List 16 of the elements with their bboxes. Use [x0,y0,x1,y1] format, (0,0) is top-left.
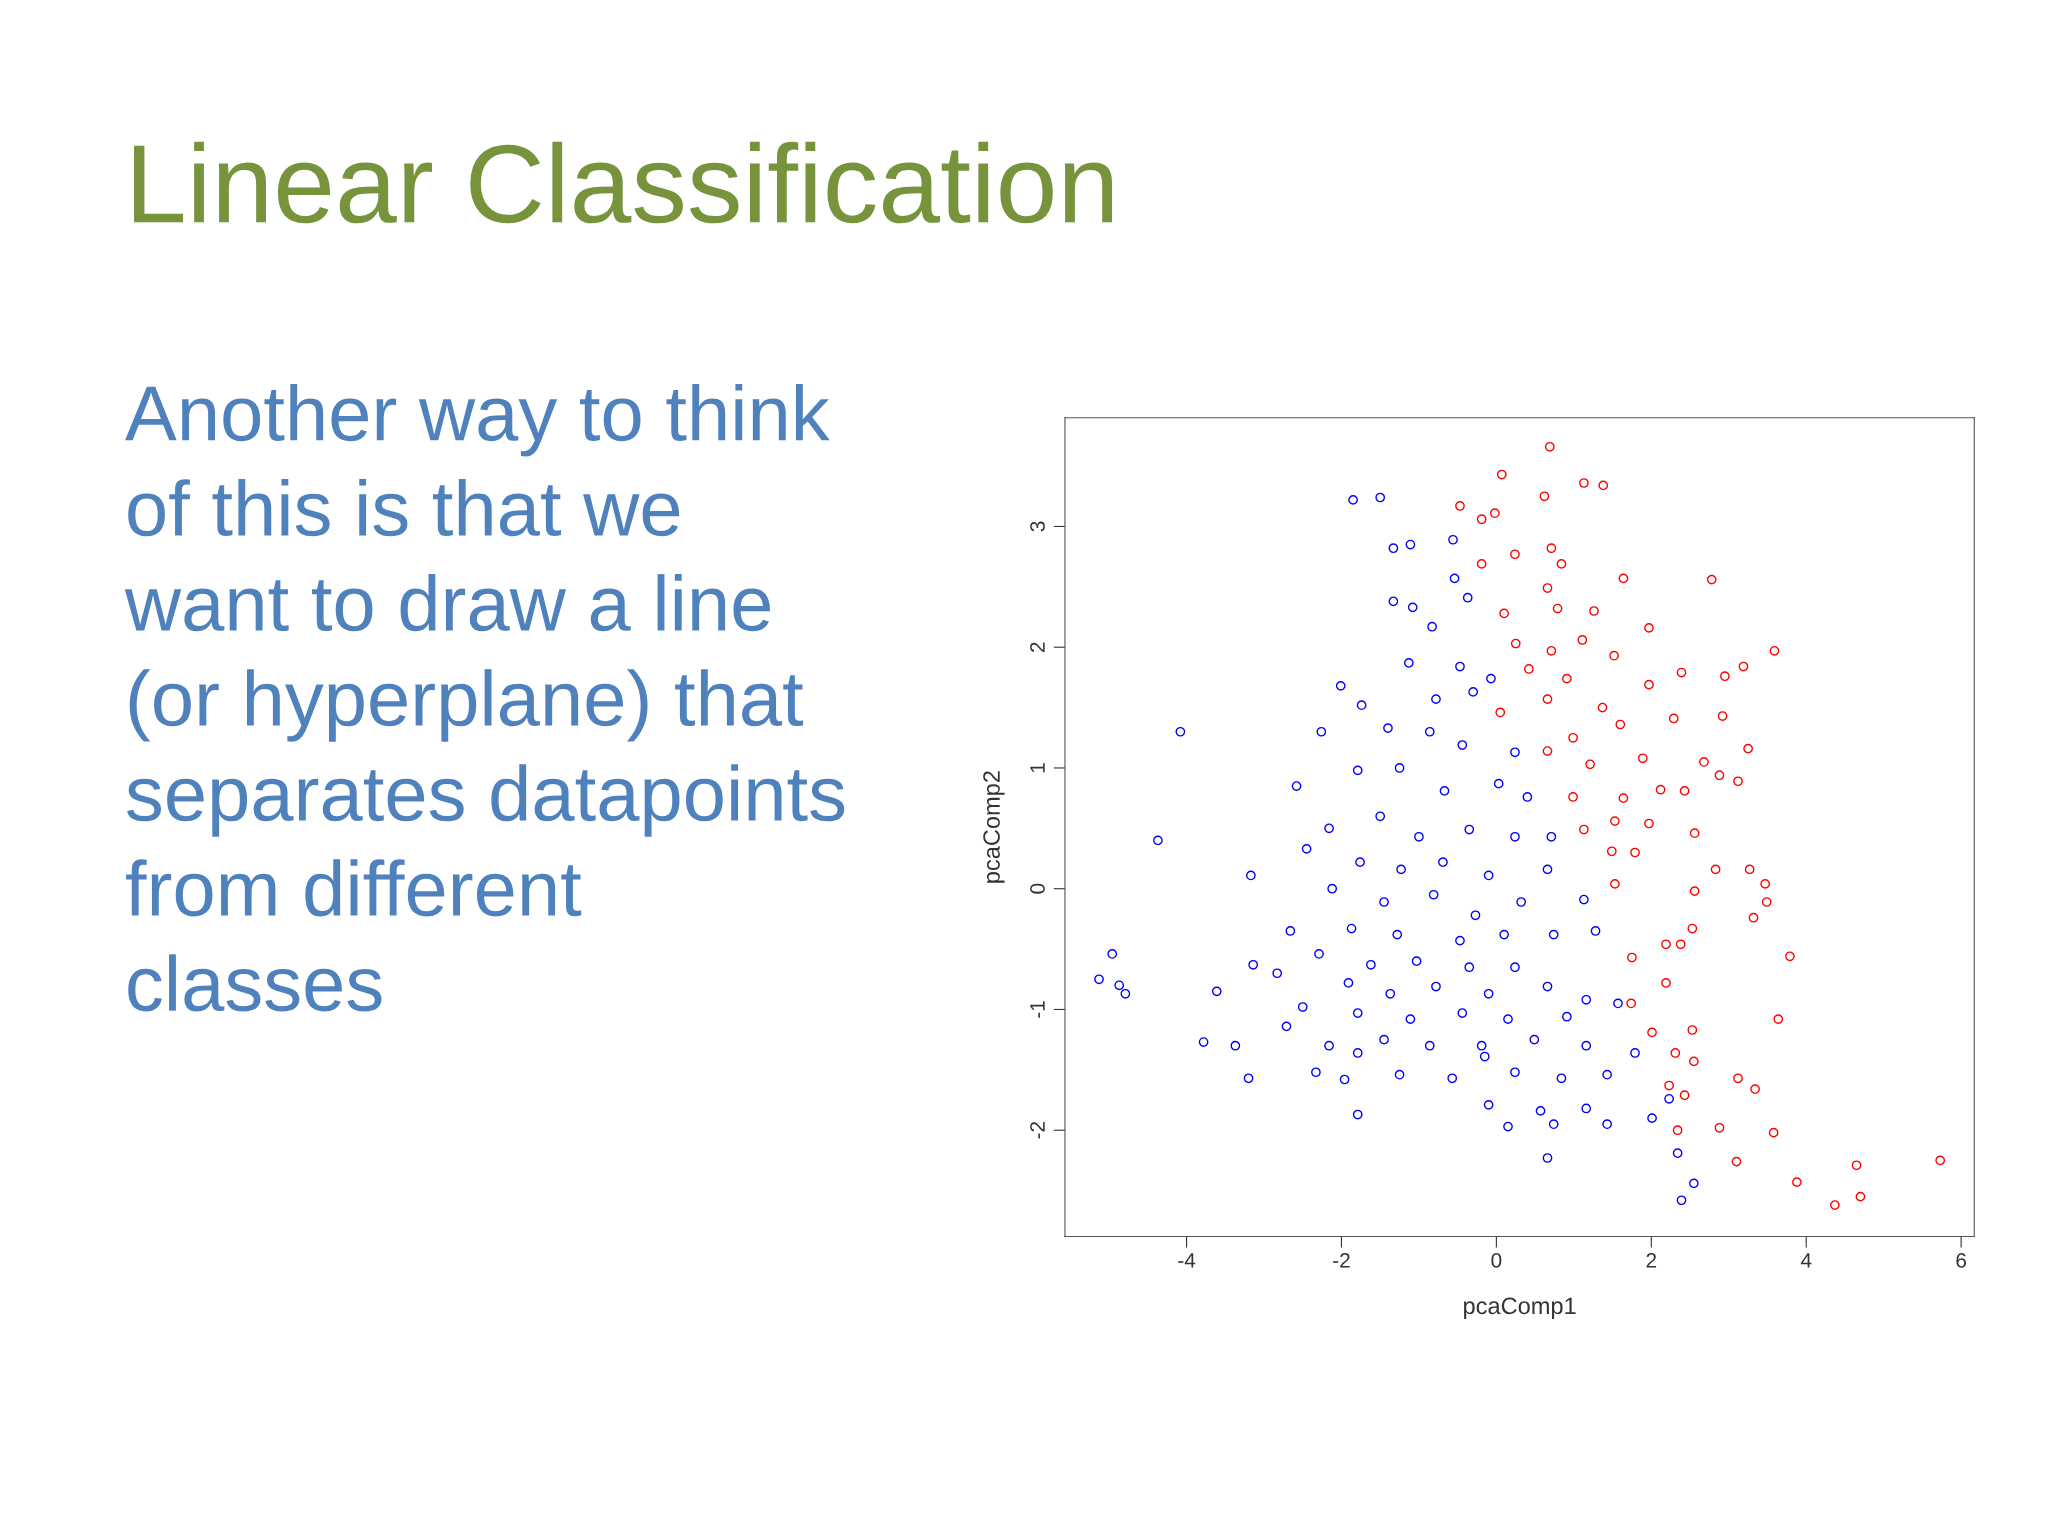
y-tick-label: -1 [1030,1001,1045,1018]
x-tick-label: -2 [1333,1253,1350,1268]
y-tick-label: -2 [1030,1122,1045,1139]
y-tick-label: 2 [1030,642,1045,652]
y-tick-label: 0 [1030,883,1045,894]
x-axis-title: pcaComp1 [1464,1297,1576,1319]
y-tick-label: 1 [1030,763,1045,773]
text: Another way to think of this is that we want to draw a line (or hyperplane) that separates datapoints from different classes [124,384,845,1012]
x-tick-label: 6 [1956,1253,1966,1268]
x-tick-label: 4 [1800,1253,1812,1268]
x-tick-label: -4 [1178,1253,1196,1268]
y-axis-title: pcaComp2 [983,771,1005,883]
x-tick-label: 0 [1491,1253,1502,1268]
x-tick-label: 2 [1646,1253,1657,1268]
chart-title: Linear Classification [134,141,1113,224]
y-tick-label: 3 [1030,521,1045,532]
